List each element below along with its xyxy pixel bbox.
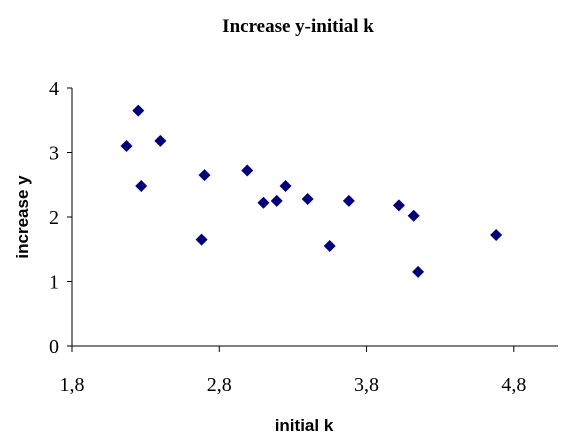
data-point <box>154 134 167 147</box>
data-points <box>120 104 503 278</box>
y-tick-label: 1 <box>49 272 59 294</box>
data-point <box>407 209 420 222</box>
data-point <box>342 194 355 207</box>
y-tick-label: 4 <box>49 78 59 100</box>
x-axis-ticks: 1,8 2,8 3,8 4,8 <box>60 346 526 396</box>
x-tick-label: 4,8 <box>501 374 526 396</box>
chart-title: Increase y-initial k <box>222 16 374 37</box>
data-point <box>135 180 148 193</box>
data-point <box>195 233 208 246</box>
data-point <box>270 194 283 207</box>
data-point <box>490 229 503 242</box>
x-tick-label: 1,8 <box>60 374 85 396</box>
data-point <box>120 140 133 153</box>
y-axis-ticks: 0 1 2 3 4 <box>49 78 72 358</box>
data-point <box>132 104 145 117</box>
data-point <box>241 164 254 177</box>
data-point <box>198 169 211 182</box>
data-point <box>323 240 336 253</box>
axes <box>71 88 558 347</box>
y-tick-label: 3 <box>49 143 59 165</box>
data-point <box>392 199 405 212</box>
x-tick-label: 2,8 <box>207 374 232 396</box>
data-point <box>301 192 314 205</box>
x-tick-label: 3,8 <box>354 374 379 396</box>
y-tick-label: 0 <box>49 336 59 358</box>
data-point <box>412 265 425 278</box>
x-axis-label: initial k <box>275 416 334 435</box>
y-axis-label: increase y <box>13 175 32 259</box>
data-point <box>257 196 270 209</box>
y-tick-label: 2 <box>49 207 59 229</box>
data-point <box>279 180 292 193</box>
